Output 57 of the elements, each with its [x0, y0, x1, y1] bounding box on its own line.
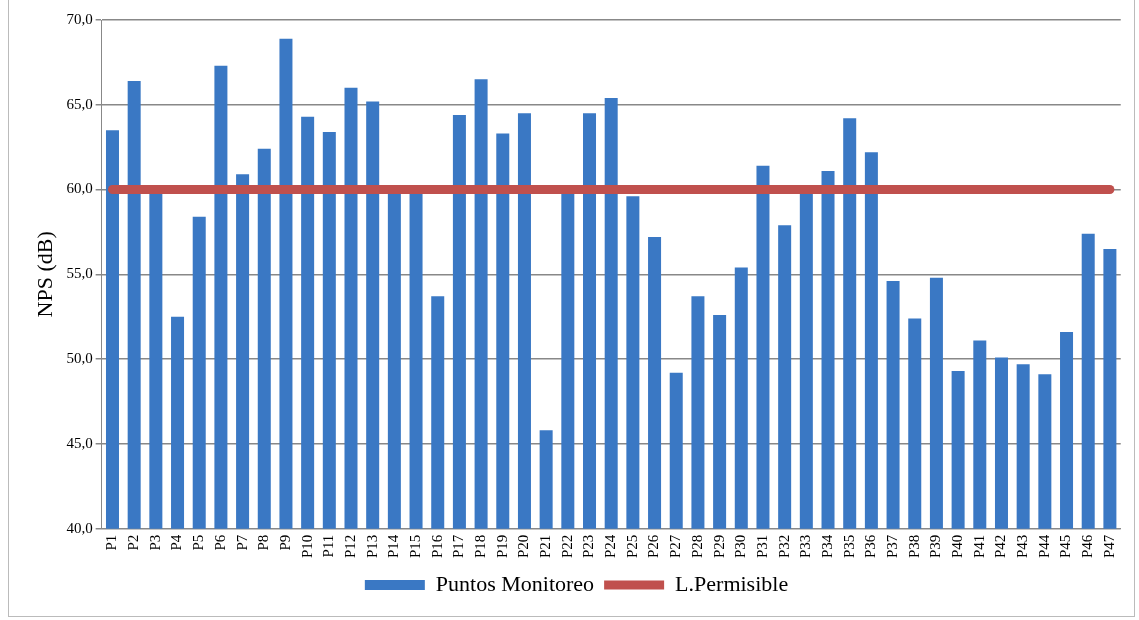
- y-tick-label: 45,0: [66, 434, 93, 451]
- x-tick-label: P36: [862, 534, 879, 558]
- x-tick-label: P5: [190, 534, 207, 551]
- x-tick-label: P30: [732, 534, 749, 558]
- x-tick-label: P35: [840, 534, 857, 558]
- x-tick-label: P23: [580, 534, 597, 558]
- x-tick-label: P7: [233, 534, 250, 551]
- x-tick-label: P27: [667, 534, 684, 558]
- x-tick-label: P29: [710, 534, 727, 558]
- x-tick-label: P45: [1057, 534, 1074, 558]
- x-tick-label: P9: [276, 534, 293, 551]
- x-tick-label: P25: [623, 534, 640, 558]
- y-tick-label: 65,0: [66, 95, 93, 112]
- x-tick-label: P15: [406, 534, 423, 558]
- x-tick-label: P13: [363, 534, 380, 558]
- x-tick-label: P6: [211, 534, 228, 551]
- x-tick-label: P21: [537, 534, 554, 558]
- x-tick-label: P16: [428, 534, 445, 558]
- x-tick-label: P33: [797, 534, 814, 558]
- x-tick-label: P2: [125, 534, 142, 551]
- x-tick-label: P4: [168, 534, 185, 551]
- x-tick-label: P34: [818, 534, 835, 558]
- x-tick-label: P47: [1100, 534, 1117, 558]
- x-tick-label: P42: [992, 534, 1009, 558]
- x-tick-label: P40: [949, 534, 966, 558]
- x-tick-label: P22: [558, 534, 575, 558]
- x-tick-label: P26: [645, 534, 662, 558]
- x-tick-label: P31: [753, 534, 770, 558]
- x-tick-label: P44: [1035, 534, 1052, 558]
- x-tick-label: P41: [970, 534, 987, 558]
- x-tick-label: P10: [298, 534, 315, 558]
- y-tick-label: 50,0: [66, 350, 93, 367]
- y-tick-label: 60,0: [66, 180, 93, 197]
- x-tick-label: P20: [515, 534, 532, 558]
- x-tick-label: P19: [493, 534, 510, 558]
- x-tick-label: P3: [146, 534, 163, 551]
- x-tick-label: P17: [450, 534, 467, 558]
- x-tick-label: P39: [927, 534, 944, 558]
- x-tick-label: P18: [472, 534, 489, 558]
- x-tick-label: P14: [385, 534, 402, 558]
- x-tick-label: P1: [103, 534, 120, 551]
- y-axis-title: NPS (dB): [31, 231, 57, 318]
- x-tick-label: P28: [688, 534, 705, 558]
- x-tick-label: P38: [905, 534, 922, 558]
- x-tick-label: P46: [1079, 534, 1096, 558]
- x-tick-label: P24: [602, 534, 619, 558]
- y-tick-label: 40,0: [66, 519, 93, 536]
- x-tick-label: P8: [255, 534, 272, 551]
- legend-label: Puntos Monitoreo: [435, 570, 595, 596]
- x-tick-label: P43: [1014, 534, 1031, 558]
- x-tick-label: P12: [341, 534, 358, 558]
- y-tick-label: 70,0: [66, 10, 93, 27]
- legend-label: L.Permisible: [675, 570, 789, 596]
- x-tick-label: P37: [884, 534, 900, 558]
- x-tick-label: P11: [320, 534, 337, 558]
- y-tick-label: 55,0: [66, 265, 93, 282]
- x-tick-label: P32: [775, 534, 792, 558]
